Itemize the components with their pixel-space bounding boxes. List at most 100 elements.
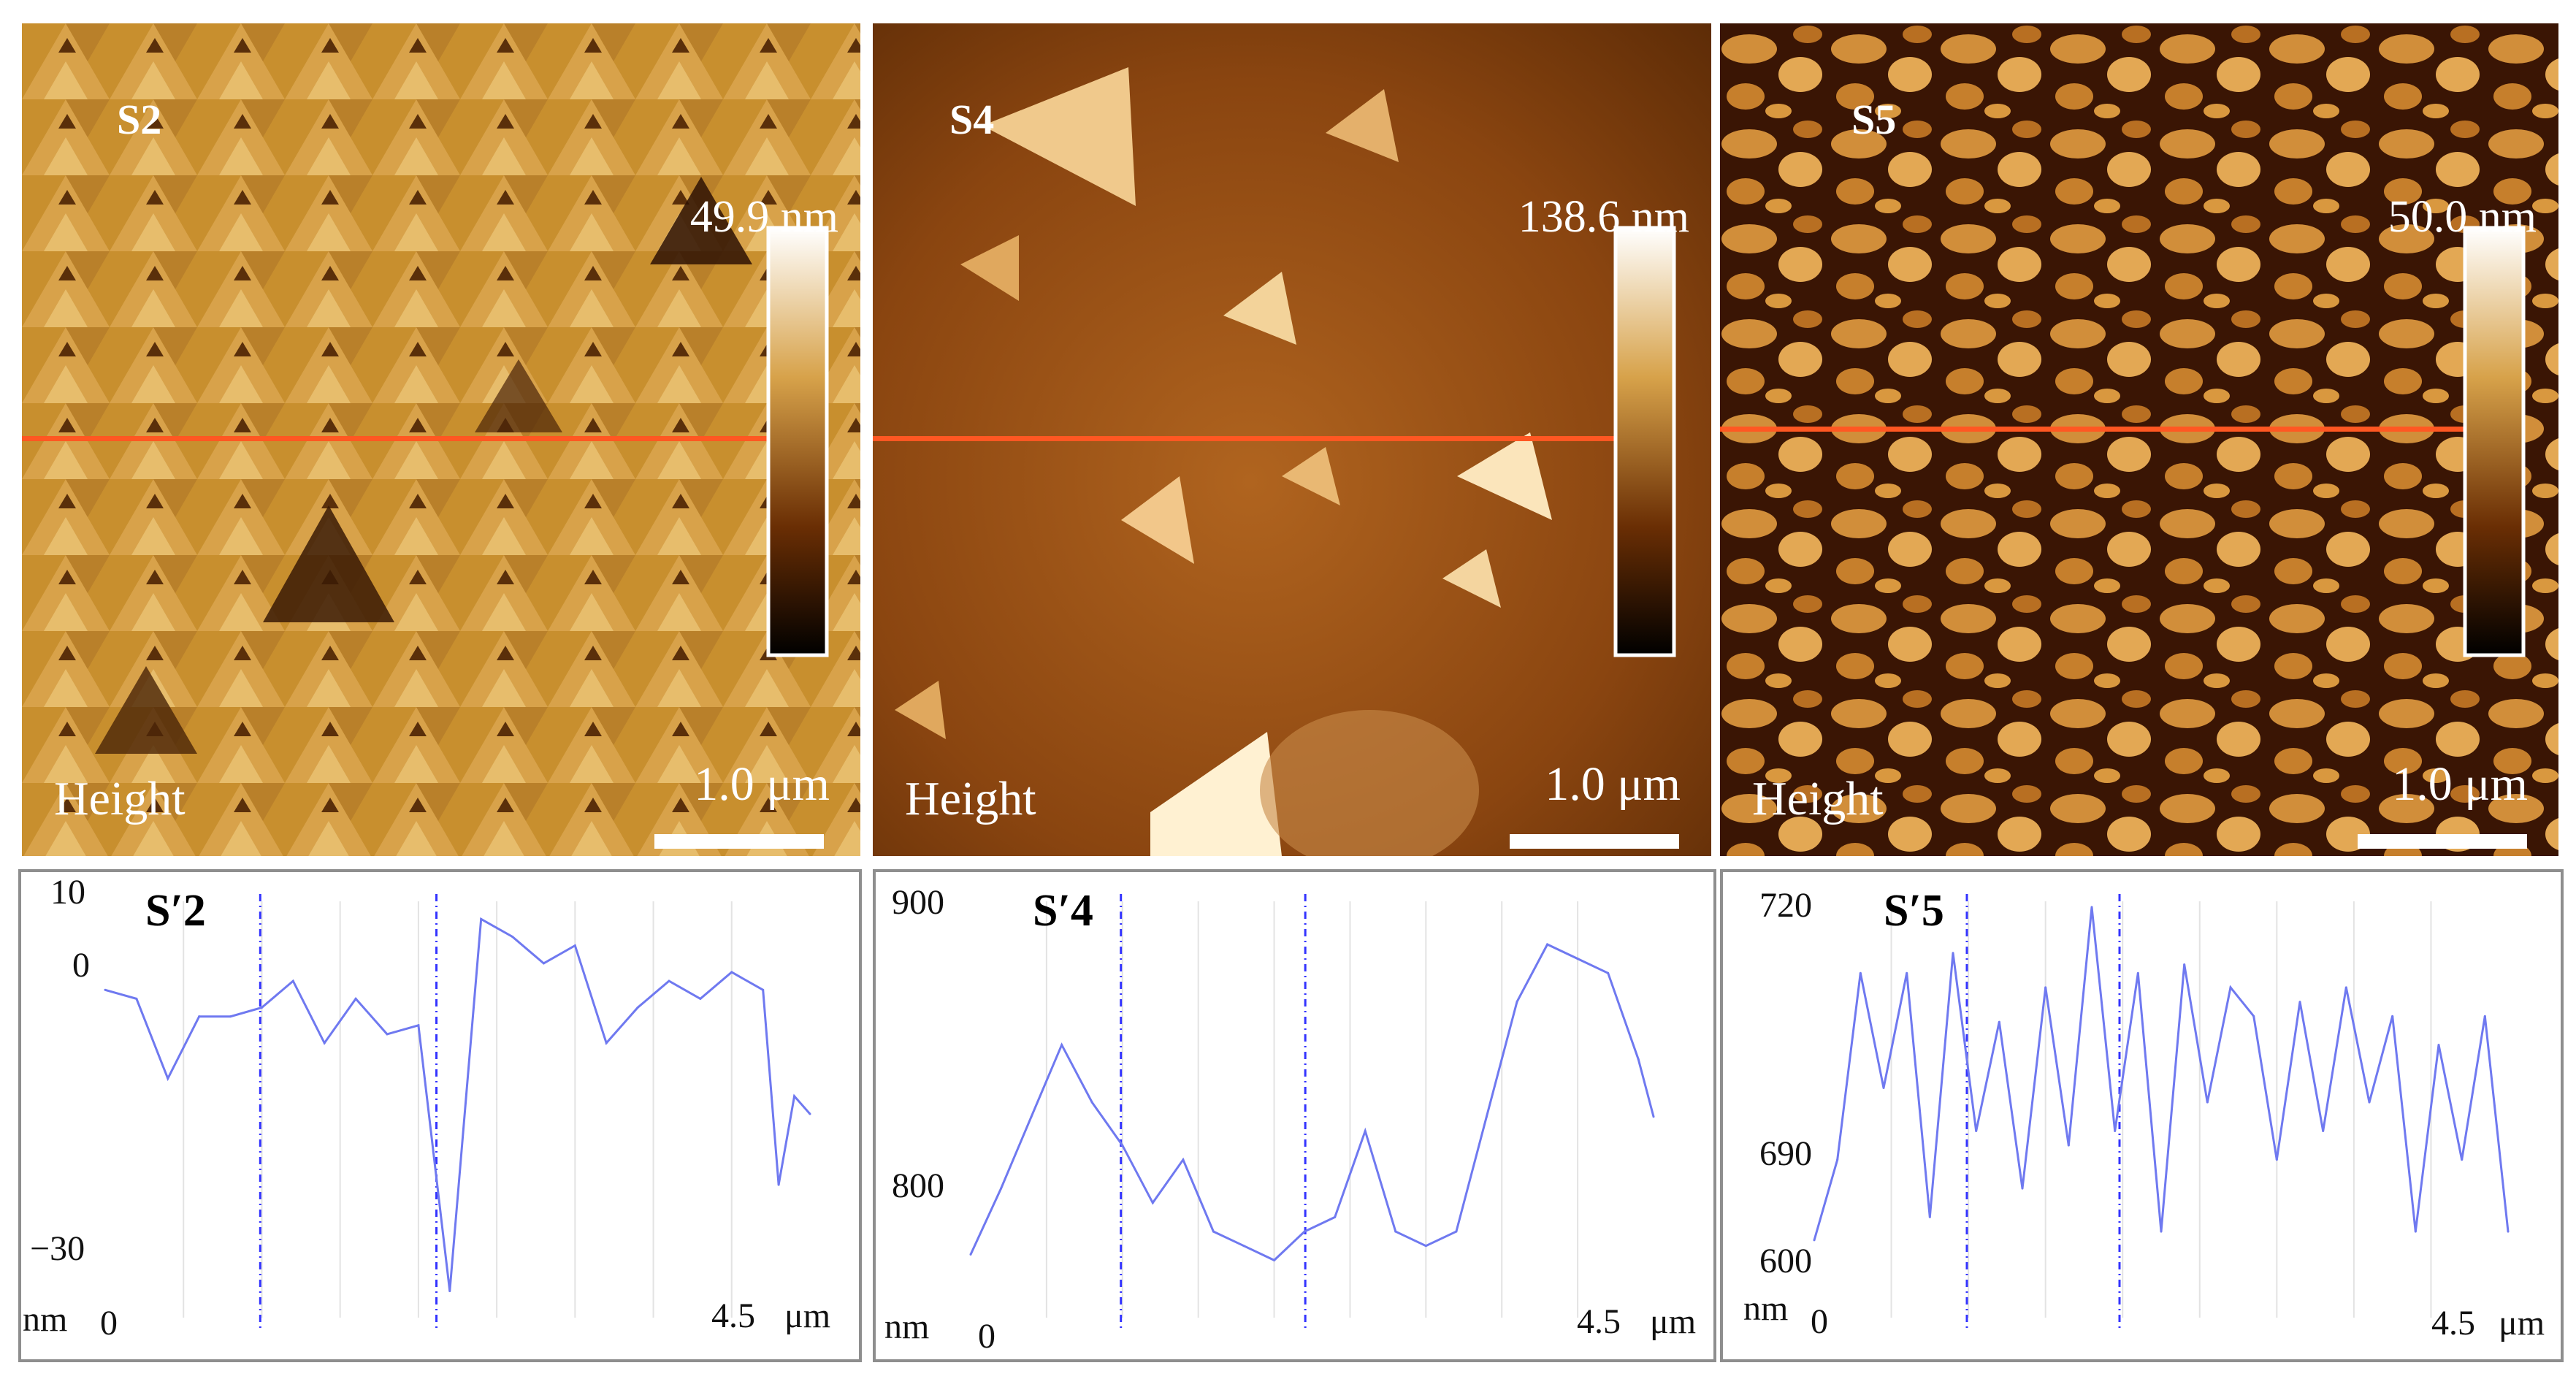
profile-point xyxy=(573,944,576,947)
profile-point xyxy=(2160,1230,2163,1233)
profile-point xyxy=(1906,971,1908,974)
mode-label: Height xyxy=(54,772,186,825)
profile-point xyxy=(2252,1015,2255,1017)
scale-bar xyxy=(1510,834,1679,849)
profile-point xyxy=(2044,986,2047,989)
profile-point xyxy=(605,1042,608,1044)
afm-image-s2: S2 49.9 nm Height 1.0 μm xyxy=(22,23,860,856)
profile-line xyxy=(104,917,811,1291)
profile-point xyxy=(2183,963,2186,966)
profile-point xyxy=(2391,1015,2394,1017)
color-scale-max: 138.6 nm xyxy=(1518,192,1689,242)
profile-point xyxy=(1485,1115,1488,1118)
panel-label: S4 xyxy=(949,96,995,143)
profile-point xyxy=(699,997,702,1000)
profile-point xyxy=(1652,1115,1655,1118)
color-scale-bar xyxy=(1613,226,1676,657)
y-tick-mid: 690 xyxy=(1759,1134,1812,1173)
y-unit: nm xyxy=(1743,1289,1789,1328)
profile-point xyxy=(636,1006,639,1009)
mode-label: Height xyxy=(1752,772,1884,825)
profile-line xyxy=(969,943,1655,1262)
afm-texture-s4 xyxy=(873,23,1711,856)
mode-label: Height xyxy=(905,772,1036,825)
color-scale-bar xyxy=(766,226,829,657)
profile-point xyxy=(354,997,357,1000)
y-tick-mid: 800 xyxy=(892,1166,944,1205)
scale-bar-label: 1.0 μm xyxy=(2392,757,2528,811)
profile-point xyxy=(198,1015,201,1018)
profile-point xyxy=(1303,1230,1306,1233)
cut-line xyxy=(873,436,1614,441)
profile-point xyxy=(2461,1158,2464,1161)
profile-point xyxy=(809,1112,811,1115)
profile-point xyxy=(1928,1215,1931,1218)
profile-point xyxy=(2368,1101,2371,1104)
profile-point xyxy=(730,971,733,974)
profile-point xyxy=(1975,1129,1978,1132)
profile-point xyxy=(2322,1129,2325,1132)
scale-bar xyxy=(654,834,824,849)
profile-point xyxy=(1182,1158,1185,1161)
afm-image-s5: S5 50.0 nm Height 1.0 μm xyxy=(1720,23,2558,856)
profile-point xyxy=(1334,1215,1337,1218)
afm-texture-s5 xyxy=(1720,23,2558,856)
profile-plot xyxy=(1813,894,2510,1332)
profile-point xyxy=(1998,1020,2000,1023)
profile-point xyxy=(2483,1015,2486,1017)
height-profile-s2: S′2 10 0 −30 nm 0 4.5 μm xyxy=(18,869,862,1362)
profile-point xyxy=(2021,1187,2024,1190)
x-tick-start: 0 xyxy=(100,1304,118,1342)
scale-bar xyxy=(2358,834,2527,849)
profile-point xyxy=(135,997,138,1000)
profile-point xyxy=(762,988,765,991)
profile-point xyxy=(1424,1245,1427,1248)
profile-point xyxy=(386,1033,389,1036)
profile-point xyxy=(1516,1001,1518,1004)
profile-point xyxy=(793,1095,796,1098)
color-scale-max: 49.9 nm xyxy=(689,192,838,242)
profile-point xyxy=(1090,1101,1093,1104)
profile-point xyxy=(480,917,483,920)
profile-point xyxy=(542,962,545,965)
profile-point xyxy=(2298,1001,2301,1004)
profile-point xyxy=(167,1077,169,1080)
profile-point xyxy=(1151,1202,1154,1204)
y-unit: nm xyxy=(23,1300,68,1339)
profile-point xyxy=(1813,1239,1816,1242)
profile-point xyxy=(1952,952,1954,955)
profile-point xyxy=(1000,1187,1003,1190)
profile-label: S′5 xyxy=(1884,886,1944,936)
y-tick-mid: 0 xyxy=(72,946,90,985)
profile-label: S′2 xyxy=(145,886,206,936)
y-tick-top: 10 xyxy=(50,873,85,912)
x-unit: μm xyxy=(2499,1304,2545,1342)
profile-point xyxy=(2344,986,2347,989)
profile-point xyxy=(2090,906,2093,909)
profile-point xyxy=(668,979,670,982)
profile-point xyxy=(2206,1101,2209,1104)
x-tick-start: 0 xyxy=(1811,1302,1828,1341)
profile-point xyxy=(2067,1144,2070,1147)
color-scale-bar xyxy=(2463,226,2526,657)
profile-point xyxy=(1394,1230,1397,1233)
profile-label: S′4 xyxy=(1033,886,1093,936)
profile-point xyxy=(2114,1129,2117,1132)
profile-plot xyxy=(104,894,811,1332)
profile-point xyxy=(1882,1087,1885,1090)
scale-bar-label: 1.0 μm xyxy=(694,757,830,811)
x-tick-start: 0 xyxy=(978,1317,995,1356)
x-tick-end: 4.5 xyxy=(1577,1302,1621,1341)
profile-point xyxy=(1546,943,1549,946)
afm-texture-s2 xyxy=(22,23,860,856)
profile-point xyxy=(1030,1115,1033,1118)
profile-point xyxy=(2507,1230,2510,1233)
y-tick-low: −30 xyxy=(30,1229,85,1268)
profile-point xyxy=(2437,1044,2440,1047)
height-profile-s5: S′5 720 690 600 nm 0 4.5 μm xyxy=(1720,869,2564,1362)
profile-point xyxy=(1212,1230,1215,1233)
x-unit: μm xyxy=(1650,1302,1697,1341)
profile-point xyxy=(2229,986,2232,989)
scale-bar-label: 1.0 μm xyxy=(1545,757,1681,811)
color-scale-max: 50.0 nm xyxy=(2388,192,2537,242)
